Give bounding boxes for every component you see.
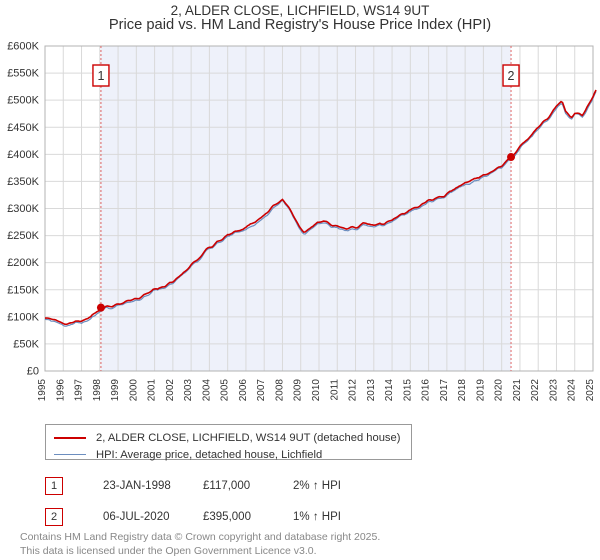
svg-text:1999: 1999 xyxy=(110,379,121,402)
svg-text:2003: 2003 xyxy=(183,379,194,402)
svg-text:2023: 2023 xyxy=(548,379,559,402)
svg-text:2011: 2011 xyxy=(329,379,340,401)
svg-text:£250K: £250K xyxy=(7,230,39,242)
svg-text:2025: 2025 xyxy=(585,379,596,402)
svg-text:1998: 1998 xyxy=(92,379,103,402)
svg-text:2008: 2008 xyxy=(274,379,285,402)
svg-text:2012: 2012 xyxy=(348,379,359,402)
svg-text:2019: 2019 xyxy=(475,379,486,402)
svg-text:2006: 2006 xyxy=(238,379,249,402)
svg-text:2010: 2010 xyxy=(311,379,322,402)
svg-text:2004: 2004 xyxy=(201,379,212,402)
svg-text:£300K: £300K xyxy=(7,203,39,215)
svg-text:2000: 2000 xyxy=(128,379,139,402)
svg-text:£450K: £450K xyxy=(7,122,39,134)
svg-text:2: 2 xyxy=(508,69,515,83)
svg-text:2022: 2022 xyxy=(530,379,541,402)
svg-text:£200K: £200K xyxy=(7,257,39,269)
svg-text:£100K: £100K xyxy=(7,311,39,323)
svg-text:£600K: £600K xyxy=(7,41,39,53)
svg-text:2013: 2013 xyxy=(366,379,377,402)
svg-text:£550K: £550K xyxy=(7,68,39,80)
svg-text:£350K: £350K xyxy=(7,176,39,188)
svg-text:2002: 2002 xyxy=(165,379,176,402)
svg-text:£0: £0 xyxy=(27,366,39,378)
svg-text:1997: 1997 xyxy=(74,379,85,402)
svg-text:2018: 2018 xyxy=(457,379,468,402)
svg-text:2009: 2009 xyxy=(293,379,304,402)
svg-text:£500K: £500K xyxy=(7,95,39,107)
svg-text:2007: 2007 xyxy=(256,379,267,402)
svg-text:2014: 2014 xyxy=(384,379,395,402)
svg-text:2001: 2001 xyxy=(147,379,158,402)
svg-text:2015: 2015 xyxy=(402,379,413,402)
svg-text:2024: 2024 xyxy=(567,379,578,402)
svg-text:1: 1 xyxy=(97,69,104,83)
svg-text:2005: 2005 xyxy=(220,379,231,402)
svg-text:2016: 2016 xyxy=(421,379,432,402)
svg-text:£150K: £150K xyxy=(7,284,39,296)
svg-text:2021: 2021 xyxy=(512,379,523,402)
svg-text:1995: 1995 xyxy=(37,379,48,402)
svg-text:1996: 1996 xyxy=(55,379,66,402)
svg-text:£400K: £400K xyxy=(7,149,39,161)
svg-text:2020: 2020 xyxy=(494,379,505,402)
svg-text:2017: 2017 xyxy=(439,379,450,402)
svg-text:£50K: £50K xyxy=(13,338,39,350)
